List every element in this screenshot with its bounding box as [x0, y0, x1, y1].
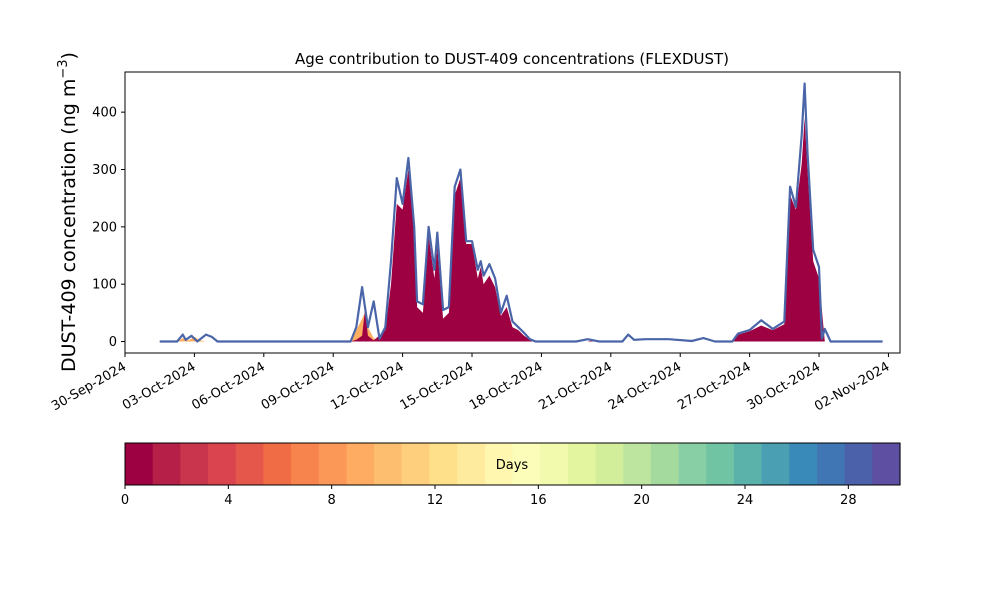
colorbar-swatch	[235, 443, 264, 485]
colorbar-label: Days	[496, 458, 529, 473]
x-tick-label: 21-Oct-2024	[536, 359, 614, 413]
colorbar-tick-label: 12	[427, 493, 444, 508]
colorbar-swatch	[429, 443, 458, 485]
y-tick-label: 400	[92, 106, 117, 121]
colorbar-swatch	[844, 443, 873, 485]
colorbar-swatch	[125, 443, 154, 485]
colorbar-swatch	[567, 443, 597, 485]
colorbar-swatch	[623, 443, 652, 485]
y-tick-label: 100	[92, 278, 117, 293]
x-tick-label: 27-Oct-2024	[675, 359, 753, 413]
colorbar-ticks: 0 4 8 12 16 20 24 28	[121, 485, 857, 508]
x-tick-label: 24-Oct-2024	[606, 359, 684, 413]
colorbar-swatch	[484, 443, 514, 485]
y-tick-label: 0	[109, 335, 117, 350]
x-tick-label: 06-Oct-2024	[189, 359, 267, 413]
colorbar-swatch	[318, 443, 348, 485]
colorbar-tick-label: 4	[224, 493, 232, 508]
colorbar-tick-label: 24	[737, 493, 754, 508]
colorbar-tick-label: 16	[530, 493, 547, 508]
colorbar-swatch	[789, 443, 818, 485]
colorbar-swatch	[263, 443, 292, 485]
colorbar-swatch	[650, 443, 680, 485]
colorbar-swatch	[457, 443, 486, 485]
y-tick-label: 200	[92, 220, 117, 235]
x-axis-ticks: 30-Sep-202403-Oct-202406-Oct-202409-Oct-…	[49, 353, 892, 414]
colorbar-swatch	[761, 443, 790, 485]
colorbar-tick-label: 28	[840, 493, 857, 508]
x-tick-label: 12-Oct-2024	[328, 359, 406, 413]
colorbar-tick-label: 8	[328, 493, 336, 508]
y-axis-ticks: 0 100 200 300 400	[92, 106, 125, 350]
x-tick-label: 03-Oct-2024	[120, 359, 198, 413]
y-tick-label: 300	[92, 163, 117, 178]
x-tick-label: 30-Oct-2024	[745, 359, 823, 413]
series-outline-total	[159, 82, 883, 343]
colorbar-swatch	[180, 443, 209, 485]
colorbar-swatch	[816, 443, 846, 485]
x-tick-label: 15-Oct-2024	[398, 359, 476, 413]
colorbar-swatch	[733, 443, 763, 485]
x-tick-label: 09-Oct-2024	[259, 359, 337, 413]
colorbar-swatch	[678, 443, 707, 485]
colorbar-swatch	[152, 443, 181, 485]
x-tick-label: 02-Nov-2024	[812, 359, 892, 414]
colorbar-tick-label: 0	[121, 493, 129, 508]
y-axis-label: DUST-409 concentration (ng m−3)	[56, 52, 80, 372]
colorbar-swatch	[706, 443, 735, 485]
colorbar-swatch	[595, 443, 624, 485]
colorbar-swatch	[346, 443, 375, 485]
colorbar-swatch	[291, 443, 320, 485]
colorbar-swatch	[401, 443, 431, 485]
x-tick-label: 18-Oct-2024	[467, 359, 545, 413]
colorbar-swatch	[512, 443, 541, 485]
series-area-0	[159, 117, 883, 342]
colorbar-swatch	[540, 443, 569, 485]
plot-area-series	[159, 82, 883, 343]
y-axis-label-superscript: −3	[56, 59, 71, 78]
colorbar-swatch	[208, 443, 237, 485]
colorbar-swatch	[872, 443, 901, 485]
colorbar-swatch	[374, 443, 403, 485]
chart-title: Age contribution to DUST-409 concentrati…	[295, 50, 729, 68]
colorbar-tick-label: 20	[633, 493, 650, 508]
colorbar	[125, 443, 901, 485]
plot-frame	[124, 71, 901, 354]
colorbar-frame	[124, 442, 901, 486]
